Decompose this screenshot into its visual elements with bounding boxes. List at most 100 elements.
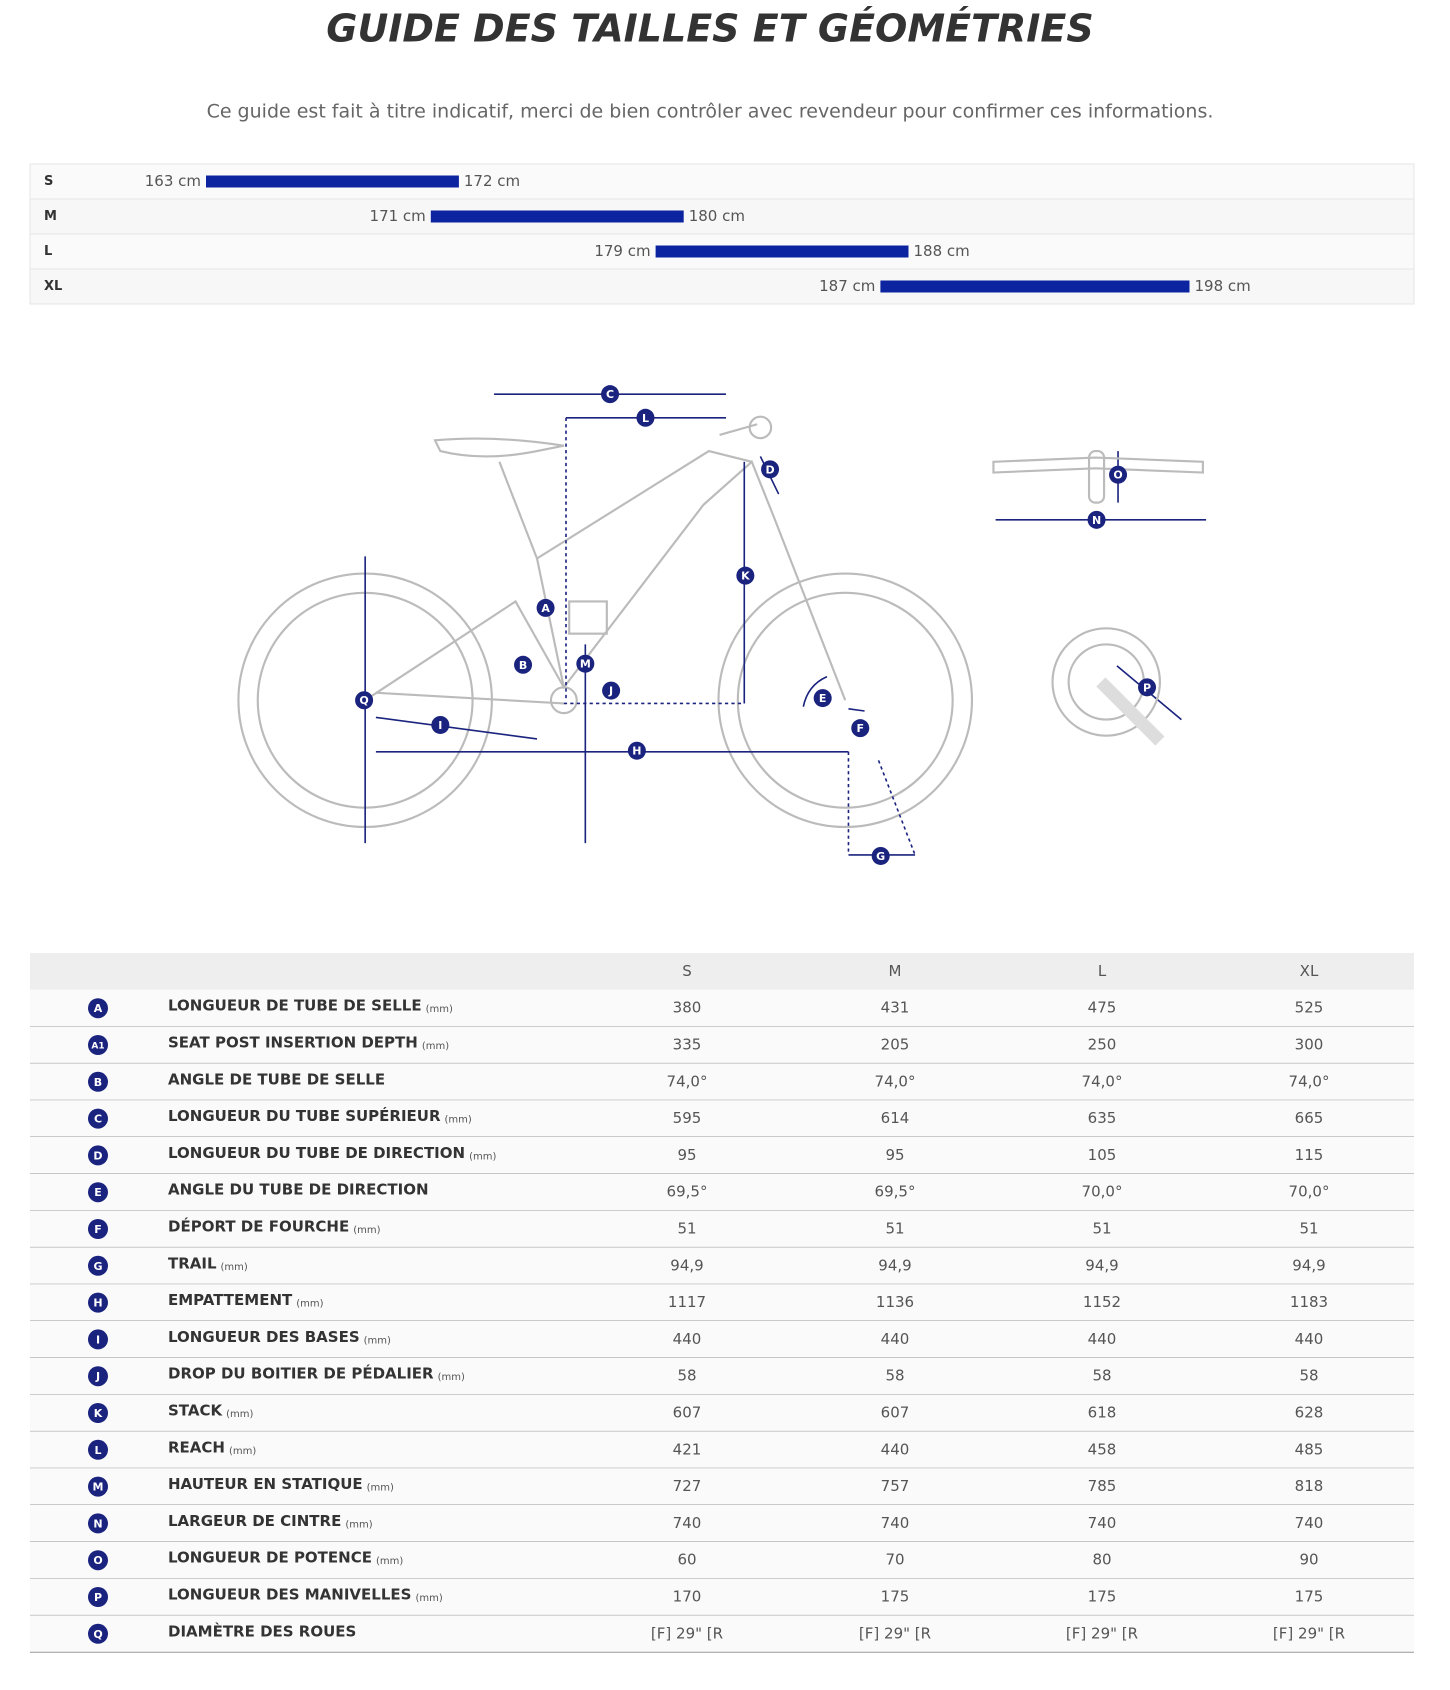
row-badge	[88, 1439, 108, 1460]
cell-value: 740	[881, 1514, 910, 1532]
column-header: M	[889, 962, 902, 980]
diagram-badge	[514, 655, 533, 674]
row-badge-letter: O	[93, 1554, 102, 1567]
cell-value: 51	[1299, 1220, 1318, 1238]
cell-value: 431	[881, 999, 910, 1017]
row-badge-letter: D	[93, 1149, 102, 1162]
diagram-letter: N	[1092, 514, 1101, 527]
row-name: LONGUEUR DE TUBE DE SELLE	[168, 997, 422, 1015]
diagram-badge	[627, 741, 646, 760]
table-row	[30, 1431, 1414, 1469]
row-badge-letter: J	[95, 1370, 100, 1383]
diagram-letter: H	[632, 745, 641, 758]
size-from: 179 cm	[594, 242, 650, 260]
cell-value: 94,9	[878, 1256, 911, 1274]
cell-value: 607	[881, 1404, 910, 1422]
row-badge	[88, 1366, 108, 1387]
cell-value: 335	[673, 1036, 702, 1054]
row-badge-letter: M	[93, 1481, 104, 1494]
cell-value: 380	[673, 999, 702, 1017]
diagram-letter: O	[1113, 469, 1122, 482]
subtitle: Ce guide est fait à titre indicatif, mer…	[207, 101, 1214, 123]
table-row	[30, 1578, 1414, 1616]
diagram-badge	[871, 846, 890, 865]
row-name: REACH	[168, 1438, 225, 1456]
cell-value: 740	[1295, 1514, 1324, 1532]
row-unit: (mm)	[226, 1409, 253, 1420]
cell-value: 607	[673, 1404, 702, 1422]
table-row	[30, 1321, 1414, 1358]
row-unit: (mm)	[422, 1041, 449, 1052]
cell-value: 58	[677, 1367, 696, 1385]
table-header-bg	[30, 953, 1414, 990]
cell-value: 635	[1088, 1109, 1117, 1127]
table-row	[30, 1137, 1414, 1174]
diagram-letter: D	[765, 463, 774, 476]
cell-value: [F] 29" [R	[1066, 1624, 1138, 1642]
row-badge-letter: N	[93, 1517, 102, 1530]
cell-value: 175	[881, 1588, 910, 1606]
row-unit: (mm)	[367, 1483, 394, 1494]
row-name: LONGUEUR DU TUBE SUPÉRIEUR	[168, 1106, 441, 1125]
cell-value: 170	[673, 1588, 702, 1606]
size-row	[29, 198, 1415, 235]
size-bar	[880, 280, 1190, 293]
row-badge	[88, 1550, 108, 1571]
cell-value: 475	[1088, 999, 1117, 1017]
row-badge	[88, 1476, 108, 1497]
diagram-badge	[431, 715, 450, 734]
cell-value: [F] 29" [R	[1273, 1624, 1345, 1642]
row-name: LARGEUR DE CINTRE	[168, 1512, 341, 1530]
cell-value: 618	[1088, 1404, 1117, 1422]
row-name: DIAMÈTRE DES ROUES	[168, 1621, 356, 1640]
row-badge	[88, 1292, 108, 1313]
cell-value: 205	[881, 1036, 910, 1054]
diagram-badge	[761, 460, 780, 479]
size-from: 187 cm	[819, 277, 875, 295]
row-badge-letter: A	[94, 1002, 103, 1015]
cell-value: 1152	[1083, 1293, 1121, 1311]
row-name: ANGLE DU TUBE DE DIRECTION	[168, 1181, 429, 1199]
column-header: XL	[1300, 962, 1319, 980]
cell-value: 628	[1295, 1404, 1324, 1422]
row-badge	[88, 998, 108, 1019]
diagram-badge	[813, 689, 832, 708]
cell-value: 440	[881, 1440, 910, 1458]
table-row	[30, 1026, 1414, 1064]
cell-value: 727	[673, 1477, 702, 1495]
size-from: 163 cm	[145, 172, 201, 190]
diagram-letter: M	[580, 658, 591, 671]
diagram-badge	[736, 566, 755, 585]
table-row	[30, 1247, 1414, 1285]
bike-diagram	[237, 393, 1207, 856]
cell-value: 300	[1295, 1036, 1324, 1054]
row-name: STACK	[168, 1402, 223, 1420]
row-badge	[88, 1219, 108, 1239]
size-to: 198 cm	[1195, 277, 1251, 295]
row-name: EMPATTEMENT	[168, 1291, 293, 1309]
diagram-letter: I	[438, 719, 442, 732]
diagram-badge	[636, 408, 655, 427]
row-badge	[88, 1255, 108, 1276]
size-to: 188 cm	[914, 242, 970, 260]
cell-value: 1136	[876, 1293, 914, 1311]
cell-value: 60	[677, 1551, 696, 1569]
row-badge	[88, 1108, 108, 1129]
diagram-letter: B	[519, 659, 527, 672]
row-name: LONGUEUR DES MANIVELLES	[168, 1586, 411, 1604]
cell-value: 1117	[668, 1293, 706, 1311]
row-badge-letter: G	[93, 1260, 102, 1273]
row-badge-letter: C	[94, 1113, 102, 1126]
row-unit: (mm)	[438, 1372, 465, 1383]
row-badge-letter: I	[96, 1333, 100, 1346]
size-to: 172 cm	[464, 172, 520, 190]
cell-value: 115	[1295, 1146, 1324, 1164]
cell-value: 1183	[1290, 1293, 1328, 1311]
table-row	[30, 989, 1414, 1027]
diagram-letter: G	[876, 850, 885, 863]
table-row	[30, 1505, 1414, 1542]
row-unit: (mm)	[364, 1335, 391, 1346]
row-badge-letter: F	[94, 1223, 102, 1236]
column-header: L	[1098, 962, 1107, 980]
